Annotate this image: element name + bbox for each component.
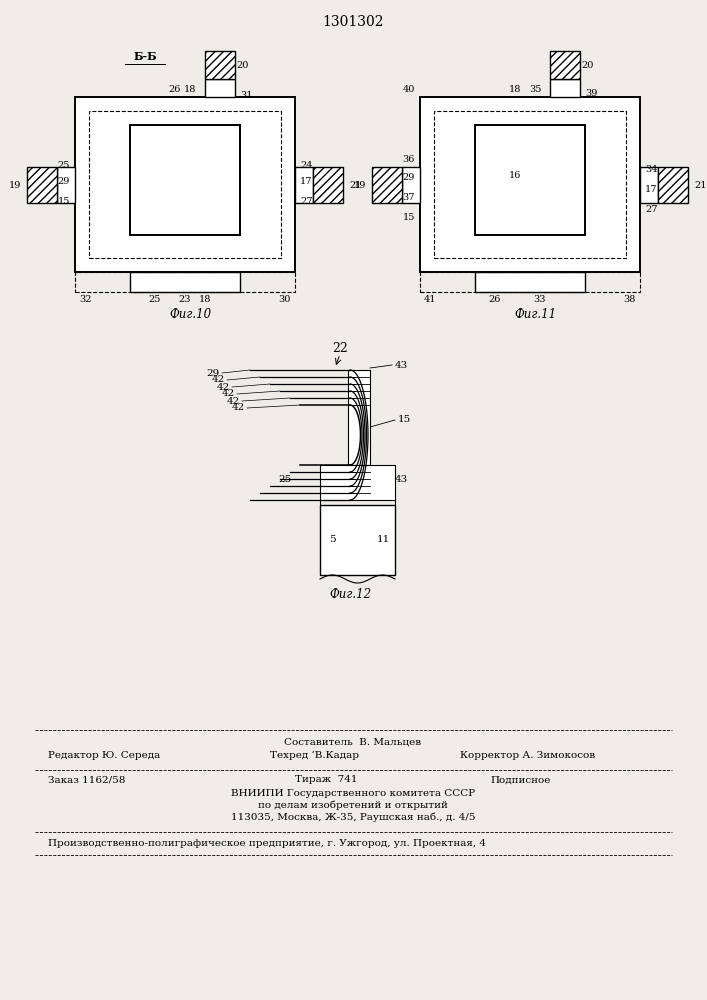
Text: 21: 21 <box>349 180 361 190</box>
Bar <box>313 167 343 203</box>
Text: 33: 33 <box>534 296 547 304</box>
Bar <box>372 167 402 203</box>
Text: ВНИИПИ Государственного комитета СССР: ВНИИПИ Государственного комитета СССР <box>231 788 475 798</box>
Text: 18: 18 <box>199 296 211 304</box>
Text: 24: 24 <box>300 160 312 169</box>
Text: Подписное: Подписное <box>490 776 550 784</box>
Text: 15: 15 <box>58 198 70 207</box>
Text: 35: 35 <box>529 85 541 94</box>
Text: 17: 17 <box>645 186 658 194</box>
Bar <box>57 167 75 203</box>
Bar <box>420 272 640 292</box>
Text: 22: 22 <box>332 342 348 355</box>
Text: 15: 15 <box>402 214 415 223</box>
Text: 113035, Москва, Ж-35, Раушская наб., д. 4/5: 113035, Москва, Ж-35, Раушская наб., д. … <box>230 812 475 822</box>
Bar <box>348 370 370 465</box>
Text: 37: 37 <box>402 194 415 202</box>
Bar <box>658 167 688 203</box>
Text: 27: 27 <box>300 198 312 207</box>
Text: Заказ 1162/58: Заказ 1162/58 <box>48 776 125 784</box>
Text: 40: 40 <box>402 85 415 94</box>
Text: 19: 19 <box>354 180 366 190</box>
Text: 38: 38 <box>624 296 636 304</box>
Text: 25: 25 <box>58 160 70 169</box>
Text: 41: 41 <box>424 296 436 304</box>
Text: 39: 39 <box>585 89 597 98</box>
Text: Составитель  В. Мальцев: Составитель В. Мальцев <box>284 738 421 746</box>
Bar <box>550 79 580 97</box>
Text: Техред ‘В.Кадар: Техред ‘В.Кадар <box>270 750 359 760</box>
Bar <box>320 465 395 500</box>
Text: 32: 32 <box>79 296 91 304</box>
Text: Фиг.12: Фиг.12 <box>329 588 371 601</box>
Bar <box>130 272 240 292</box>
Bar <box>295 167 313 203</box>
Text: 30: 30 <box>279 296 291 304</box>
Bar <box>27 167 57 203</box>
Text: 18: 18 <box>184 85 196 94</box>
Text: 42: 42 <box>227 396 240 406</box>
Text: 15: 15 <box>398 416 411 424</box>
Bar <box>130 125 240 235</box>
Text: 16: 16 <box>509 170 521 180</box>
Text: Б-Б: Б-Б <box>133 51 157 62</box>
Text: 20: 20 <box>582 60 594 70</box>
Text: 29: 29 <box>206 368 220 377</box>
Bar <box>205 51 235 79</box>
Text: 42: 42 <box>222 389 235 398</box>
Text: 11: 11 <box>376 536 390 544</box>
Text: 43: 43 <box>395 360 408 369</box>
Text: 21: 21 <box>694 180 706 190</box>
Text: 5: 5 <box>329 536 335 544</box>
Text: 42: 42 <box>217 382 230 391</box>
Text: 29: 29 <box>58 178 70 186</box>
Text: 29: 29 <box>402 174 415 182</box>
Text: 19: 19 <box>8 180 21 190</box>
Text: 26: 26 <box>169 85 181 94</box>
Bar <box>420 97 640 272</box>
Text: 26: 26 <box>489 296 501 304</box>
Text: 36: 36 <box>402 155 415 164</box>
Bar <box>475 272 585 292</box>
Text: 23: 23 <box>179 296 192 304</box>
Bar <box>205 79 235 97</box>
Text: Производственно-полиграфическое предприятие, г. Ужгород, ул. Проектная, 4: Производственно-полиграфическое предприя… <box>48 840 486 848</box>
Text: Тираж  741: Тираж 741 <box>295 776 358 784</box>
Text: по делам изобретений и открытий: по делам изобретений и открытий <box>258 800 448 810</box>
Text: Корректор А. Зимокосов: Корректор А. Зимокосов <box>460 750 595 760</box>
Bar <box>75 272 295 292</box>
Bar <box>320 505 395 575</box>
Bar <box>475 125 585 235</box>
Text: 27: 27 <box>645 206 658 215</box>
Bar <box>550 51 580 79</box>
Bar <box>434 111 626 258</box>
Bar <box>640 167 658 203</box>
Text: 42: 42 <box>212 375 225 384</box>
Text: Редактор Ю. Середа: Редактор Ю. Середа <box>48 750 160 760</box>
Text: 42: 42 <box>232 403 245 412</box>
Text: 18: 18 <box>509 85 521 94</box>
Text: 1301302: 1301302 <box>322 15 384 29</box>
Text: 43: 43 <box>395 476 408 485</box>
Bar <box>75 97 295 272</box>
Text: 31: 31 <box>240 91 252 100</box>
Text: 25: 25 <box>279 476 291 485</box>
Bar <box>89 111 281 258</box>
Text: Фиг.10: Фиг.10 <box>169 308 211 320</box>
Text: Фиг.11: Фиг.11 <box>514 308 556 320</box>
Text: 20: 20 <box>237 60 249 70</box>
Text: 34: 34 <box>645 165 658 174</box>
Text: 17: 17 <box>300 178 312 186</box>
Bar <box>402 167 420 203</box>
Text: 25: 25 <box>148 296 161 304</box>
